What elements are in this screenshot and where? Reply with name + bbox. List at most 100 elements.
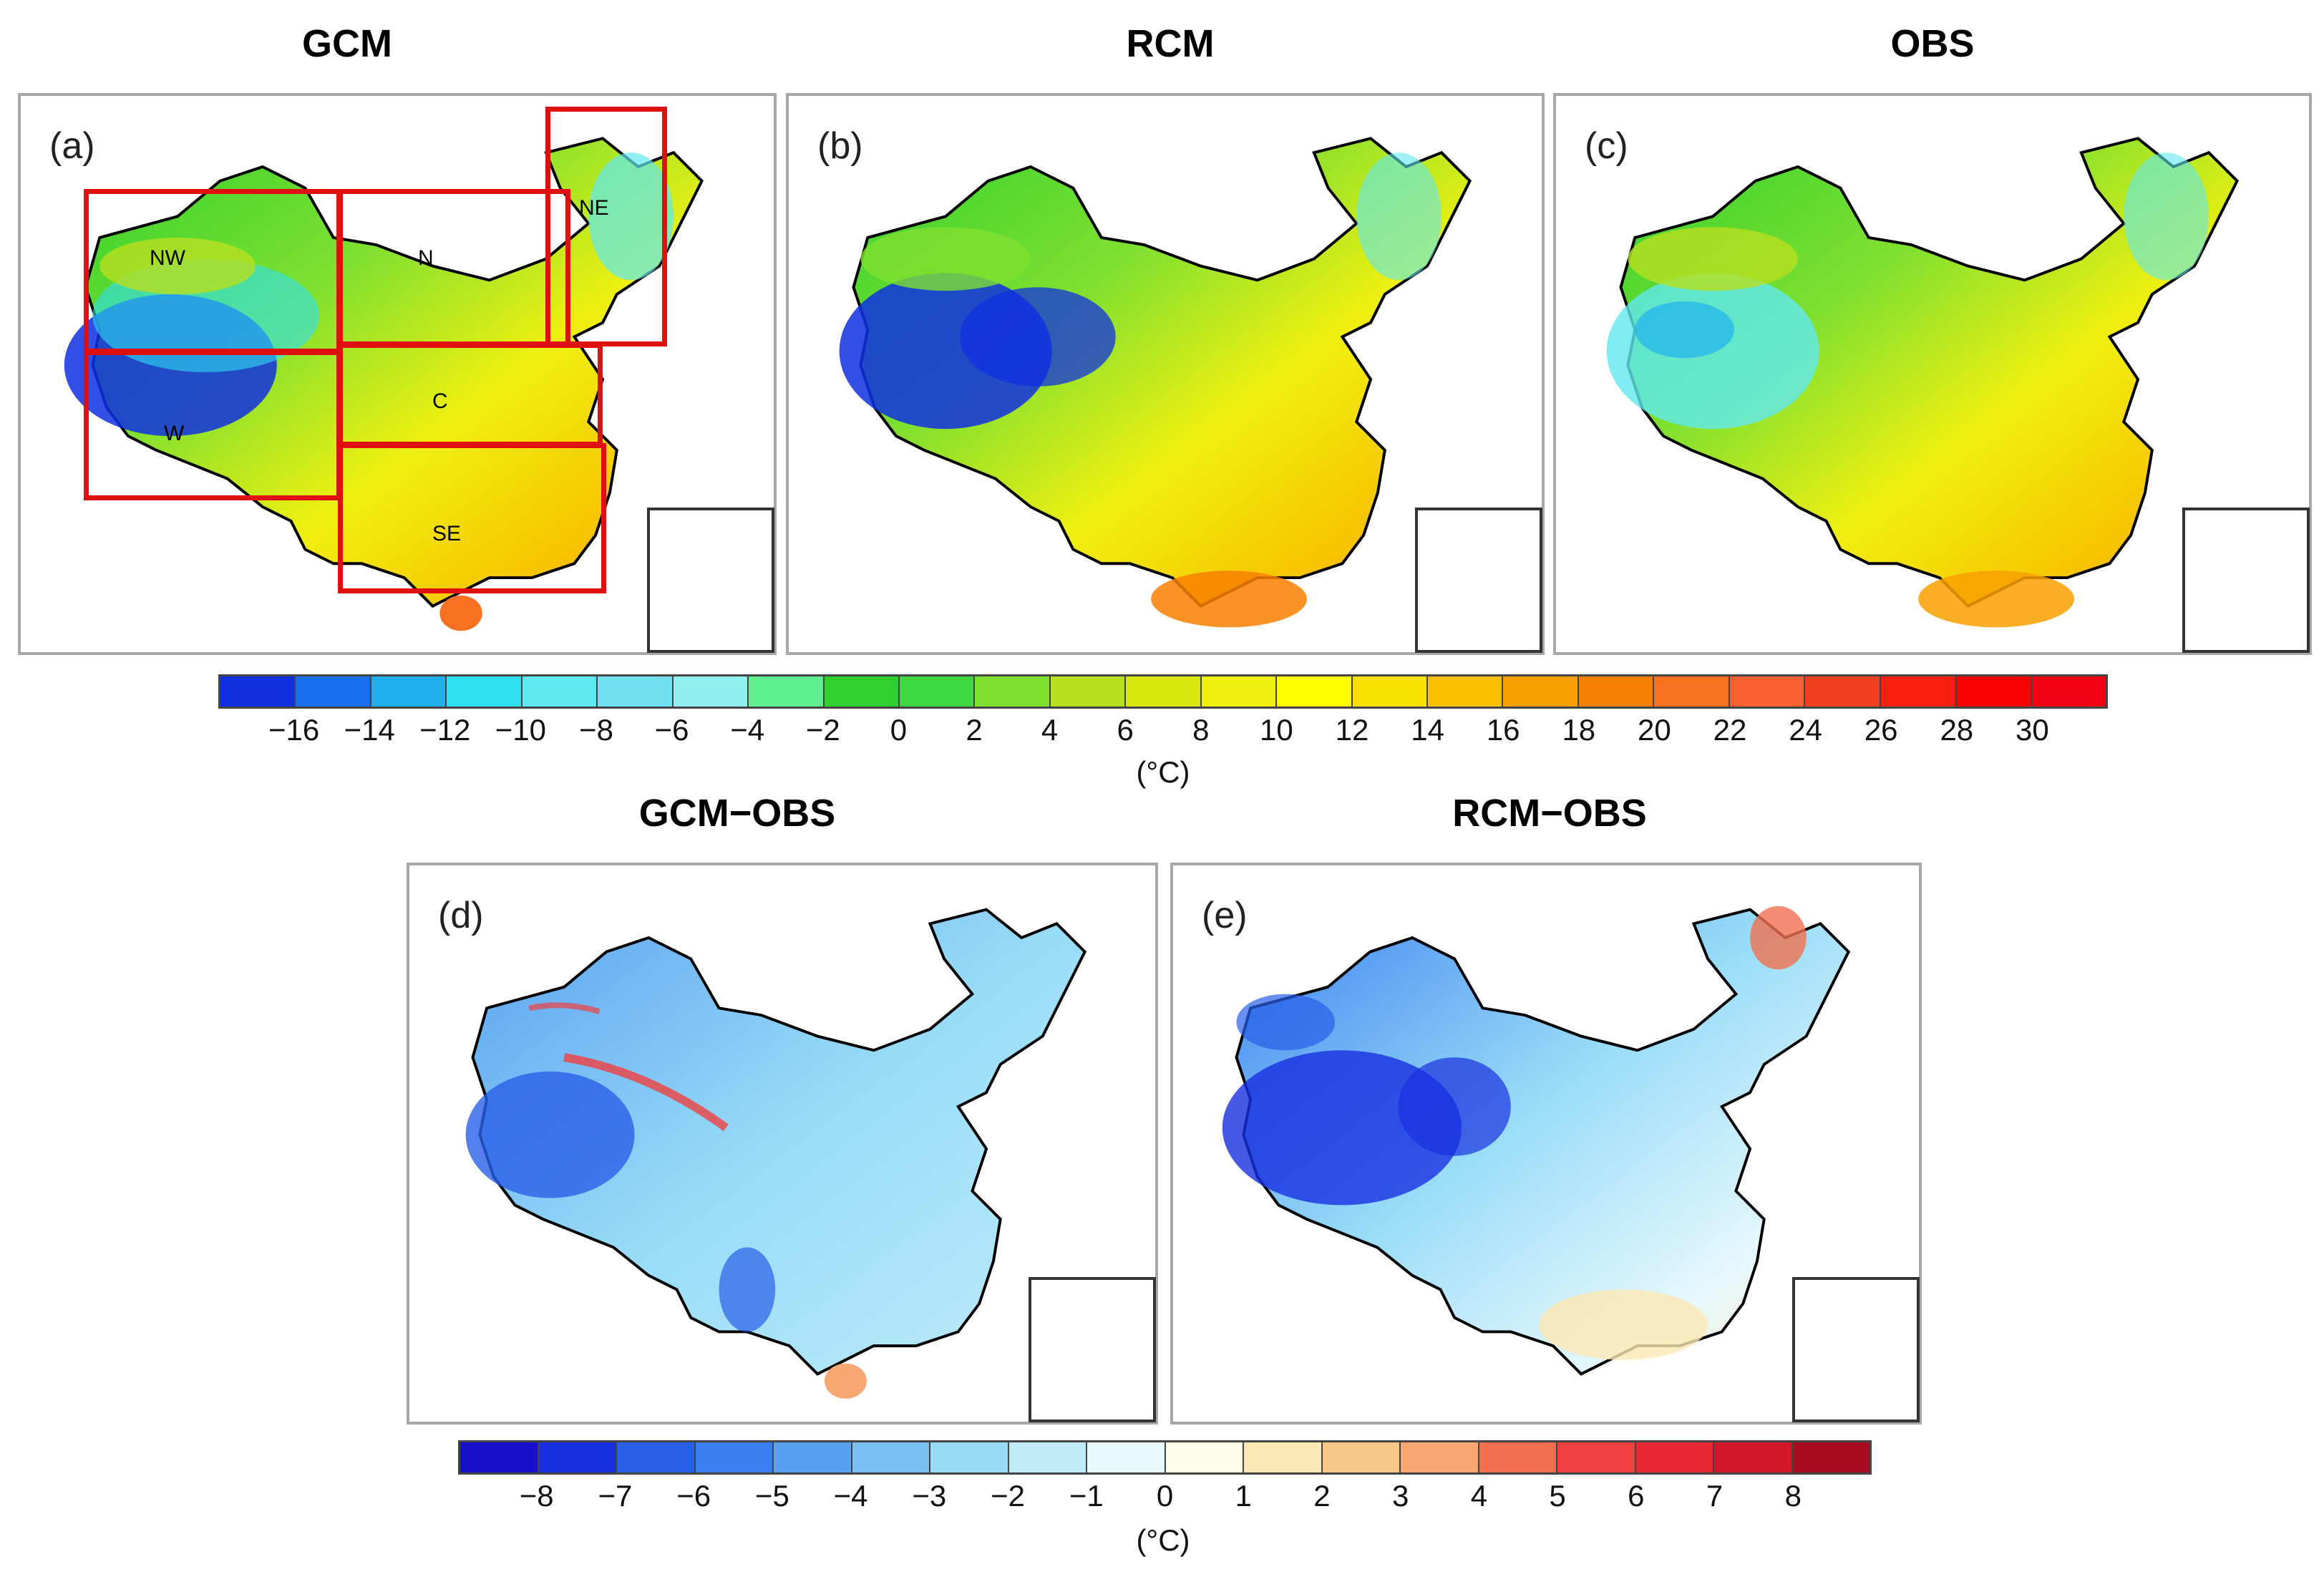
- colorbar-bias-swatch: [1479, 1442, 1557, 1472]
- colorbar-temperature-tick-label: −4: [730, 713, 765, 747]
- colorbar-bias-swatch: [1635, 1442, 1714, 1472]
- colorbar-temperature-tick-label: 28: [1940, 713, 1974, 747]
- colorbar-temperature-tick-label: 8: [1192, 713, 1210, 747]
- colorbar-bias-tick-label: −8: [519, 1479, 554, 1513]
- colorbar-temperature-swatch: [1126, 676, 1202, 707]
- colorbar-bias-swatch: [852, 1442, 930, 1472]
- colorbar-temperature-tick-label: 14: [1411, 713, 1444, 747]
- map-panel-rcm: (b): [786, 93, 1545, 655]
- colorbar-temperature-tick-label: 0: [890, 713, 908, 747]
- colorbar-temperature-tick-label: 12: [1335, 713, 1369, 747]
- colorbar-temperature-swatch: [371, 676, 447, 707]
- colorbar-temperature-swatch: [975, 676, 1051, 707]
- colorbar-bias-tick-label: 5: [1549, 1479, 1566, 1513]
- colorbar-temperature-swatch: [447, 676, 522, 707]
- region-box-se: [338, 443, 606, 593]
- colorbar-temperature-swatch: [296, 676, 371, 707]
- colorbar-temperature-swatch: [1201, 676, 1278, 707]
- south-china-sea-inset: [1415, 508, 1542, 653]
- colorbar-temperature-swatch: [220, 676, 296, 707]
- map-panel-gcm-obs: (d): [407, 863, 1158, 1425]
- colorbar-bias-tick-label: 6: [1628, 1479, 1645, 1513]
- colorbar-bias-swatch: [1714, 1442, 1793, 1472]
- colorbar-temperature-swatch: [1050, 676, 1127, 707]
- map-panel-rcm-obs: (e): [1170, 863, 1922, 1425]
- colorbar-temperature-swatch: [1805, 676, 1881, 707]
- colorbar-temperature-tick-label: 20: [1638, 713, 1671, 747]
- colorbar-bias-tick-label: 1: [1235, 1479, 1252, 1513]
- colorbar-bias-unit: (°C): [1136, 1523, 1190, 1557]
- colorbar-bias-swatch: [1008, 1442, 1087, 1472]
- colorbar-bias-swatch: [460, 1442, 539, 1472]
- colorbar-temperature-tick-label: −6: [654, 713, 689, 747]
- colorbar-temperature-tick-label: −10: [495, 713, 547, 747]
- colorbar-bias-swatch: [538, 1442, 617, 1472]
- colorbar-temperature-swatch: [1956, 676, 2032, 707]
- map-rcm-obs: [1222, 906, 1850, 1376]
- map-gcm-obs: [465, 908, 1086, 1399]
- colorbar-temperature-unit: (°C): [1136, 755, 1190, 789]
- title-obs: OBS: [1890, 22, 1975, 65]
- colorbar-temperature-tick-label: 30: [2016, 713, 2049, 747]
- colorbar-temperature-swatch: [598, 676, 674, 707]
- panel-label-c: (c): [1585, 125, 1628, 167]
- colorbar-bias-swatch: [930, 1442, 1009, 1472]
- colorbar-temperature-swatch: [673, 676, 749, 707]
- colorbar-temperature-tick-label: 24: [1789, 713, 1822, 747]
- panel-label-d: (d): [438, 895, 484, 936]
- colorbar-bias-tick-label: 3: [1391, 1479, 1409, 1513]
- colorbar-temperature-swatch: [1880, 676, 1957, 707]
- colorbar-bias-swatch: [1401, 1442, 1479, 1472]
- colorbar-temperature-swatch: [1277, 676, 1353, 707]
- colorbar-bias-swatch: [617, 1442, 696, 1472]
- map-gcm: [64, 137, 704, 631]
- map-obs: [1606, 137, 2239, 628]
- colorbar-bias: [458, 1440, 1872, 1475]
- colorbar-temperature-tick-label: 26: [1864, 713, 1898, 747]
- colorbar-bias-tick-label: −5: [754, 1479, 789, 1513]
- colorbar-temperature-swatch: [1352, 676, 1428, 707]
- colorbar-bias-swatch: [695, 1442, 774, 1472]
- map-rcm: [839, 137, 1472, 628]
- colorbar-temperature-tick-label: 10: [1260, 713, 1293, 747]
- colorbar-temperature-swatch: [1654, 676, 1730, 707]
- title-gcm-obs: GCM−OBS: [638, 792, 836, 835]
- colorbar-temperature-tick-label: −8: [579, 713, 613, 747]
- region-box-nw: [84, 189, 341, 354]
- south-china-sea-inset: [647, 508, 774, 653]
- colorbar-bias-swatch: [1557, 1442, 1636, 1472]
- colorbar-temperature-swatch: [1578, 676, 1655, 707]
- region-box-c: [338, 343, 603, 447]
- colorbar-bias-swatch: [774, 1442, 852, 1472]
- colorbar-temperature-tick-label: 16: [1486, 713, 1520, 747]
- map-panel-gcm: (a) NW N NE C W SE: [18, 93, 777, 655]
- colorbar-bias-swatch: [1792, 1442, 1870, 1472]
- colorbar-temperature-tick-label: 18: [1562, 713, 1596, 747]
- panel-label-e: (e): [1202, 895, 1248, 936]
- colorbar-temperature-tick-label: −12: [419, 713, 471, 747]
- colorbar-bias-tick-label: −2: [991, 1479, 1025, 1513]
- region-label-w: W: [164, 422, 185, 445]
- south-china-sea-inset: [1792, 1277, 1920, 1422]
- region-box-n: [338, 189, 570, 346]
- colorbar-bias-tick-label: −4: [833, 1479, 868, 1513]
- south-china-sea-inset: [2182, 508, 2310, 653]
- region-box-w: [84, 350, 341, 500]
- region-label-c: C: [432, 389, 448, 413]
- colorbar-bias-tick-label: 0: [1156, 1479, 1174, 1513]
- colorbar-temperature-swatch: [1729, 676, 1806, 707]
- colorbar-temperature-swatch: [749, 676, 825, 707]
- colorbar-temperature: [218, 674, 2108, 709]
- colorbar-temperature-tick-label: 4: [1041, 713, 1059, 747]
- title-gcm: GCM: [302, 22, 392, 65]
- colorbar-bias-tick-label: −1: [1069, 1479, 1104, 1513]
- colorbar-temperature-swatch: [522, 676, 598, 707]
- colorbar-temperature-swatch: [824, 676, 900, 707]
- colorbar-temperature-tick-label: −14: [344, 713, 395, 747]
- colorbar-temperature-swatch: [1503, 676, 1579, 707]
- colorbar-temperature-tick-label: 22: [1713, 713, 1747, 747]
- region-box-ne: [545, 107, 667, 346]
- region-label-n: N: [418, 246, 434, 270]
- colorbar-bias-tick-label: −7: [598, 1479, 633, 1513]
- region-label-ne: NE: [579, 196, 609, 220]
